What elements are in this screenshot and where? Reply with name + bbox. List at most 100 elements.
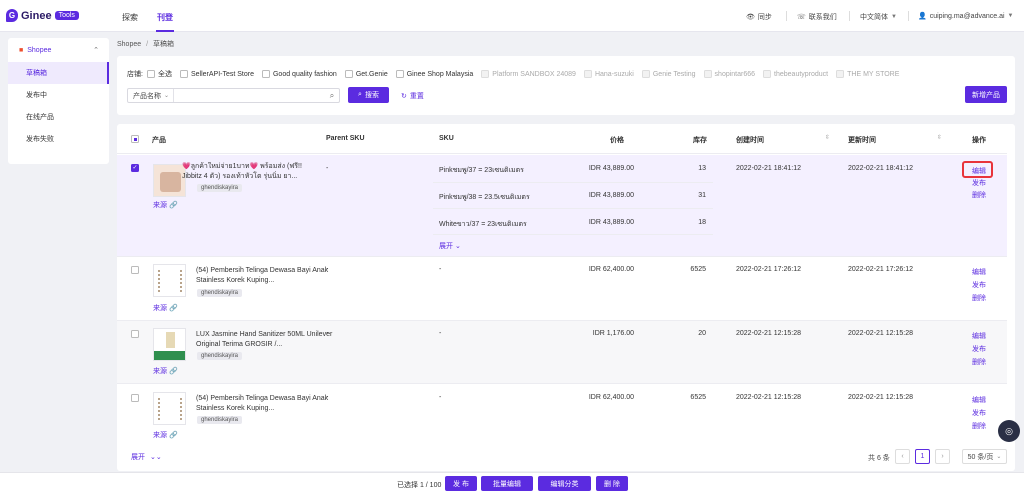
- publish-button[interactable]: 发布: [972, 346, 986, 353]
- source-link[interactable]: 来源 🔗: [153, 200, 178, 210]
- sort-icon[interactable]: ⇳: [937, 135, 943, 141]
- source-link[interactable]: 来源 🔗: [153, 430, 178, 440]
- select-all-rows-checkbox[interactable]: [131, 135, 139, 143]
- product-title[interactable]: 💗ลูกค้าใหม่จ่าย1บาท💗 พร้อมส่ง (ฟรี!! Jib…: [182, 163, 302, 180]
- variant-divider: [433, 208, 713, 209]
- nav-publish[interactable]: 刊登: [157, 13, 173, 22]
- table-row[interactable]: [117, 321, 1007, 383]
- search-type-select[interactable]: 产品名称 ⌄: [128, 89, 174, 102]
- source-link[interactable]: 来源 🔗: [153, 303, 178, 313]
- chevron-down-icon: ⌄: [164, 93, 170, 99]
- expand-all-link[interactable]: 展开 ⌄⌄: [131, 452, 162, 462]
- search-icon[interactable]: ⌕: [329, 90, 335, 100]
- column-header-stock: 库存: [693, 137, 707, 144]
- sort-icon[interactable]: ⇳: [825, 135, 831, 141]
- edit-button[interactable]: 编辑: [972, 333, 986, 340]
- variant-stock: 18: [698, 219, 706, 226]
- delete-button[interactable]: 删除: [972, 423, 986, 430]
- product-title[interactable]: (54) Pembersih Telinga Dewasa Bayi Anak …: [196, 267, 329, 284]
- sync-button[interactable]: 👁 同步: [746, 12, 772, 22]
- row-checkbox[interactable]: [131, 330, 139, 338]
- link-icon: 🔗: [169, 305, 178, 312]
- product-thumbnail[interactable]: [153, 164, 186, 197]
- row-checkbox[interactable]: [131, 394, 139, 402]
- edit-category-button[interactable]: 编辑分类: [538, 476, 591, 491]
- publish-button[interactable]: 发布: [972, 180, 986, 187]
- sku-value: -: [439, 330, 442, 337]
- row-divider: [117, 383, 1007, 384]
- publish-button[interactable]: 发布: [972, 410, 986, 417]
- reset-label: 重置: [409, 93, 424, 100]
- column-header-updated: 更新时间: [848, 137, 876, 144]
- search-input[interactable]: [174, 89, 325, 102]
- variant-divider: [433, 182, 713, 183]
- reset-button[interactable]: ↻ 重置: [401, 91, 424, 101]
- store-option[interactable]: Good quality fashion: [261, 70, 337, 78]
- product-thumbnail[interactable]: [153, 264, 186, 297]
- prev-page-button[interactable]: ‹: [895, 449, 910, 464]
- store-option[interactable]: SellerAPI-Test Store: [179, 70, 254, 78]
- delete-button[interactable]: 删除: [972, 295, 986, 302]
- variant-stock: 13: [698, 165, 706, 172]
- sidebar-platform-header[interactable]: ■ Shopee ⌃: [8, 38, 109, 62]
- store-tag: ghendiskayira: [197, 352, 243, 360]
- next-page-button[interactable]: ›: [935, 449, 950, 464]
- delete-button[interactable]: 删除: [972, 359, 986, 366]
- row-checkbox[interactable]: [131, 266, 139, 274]
- checkbox-icon: [641, 70, 650, 78]
- store-option-disabled: thebeautyproduct: [763, 70, 828, 78]
- store-name: Ginee Shop Malaysia: [406, 70, 474, 78]
- sidebar-item-failed[interactable]: 发布失败: [8, 128, 109, 150]
- contact-label: 联系我们: [808, 14, 837, 21]
- product-title[interactable]: LUX Jasmine Hand Sanitizer 50ML Unilever…: [196, 331, 333, 348]
- header-divider: [117, 153, 1007, 154]
- select-all-checkbox[interactable]: 全选: [146, 69, 172, 79]
- page-number-button[interactable]: 1: [915, 449, 930, 464]
- language-select[interactable]: 中文简体 ▼: [860, 12, 897, 22]
- sidebar-item-online-products[interactable]: 在线产品: [8, 106, 109, 128]
- expand-variants-link[interactable]: 展开 ⌄: [439, 241, 461, 251]
- headset-icon: ◎: [1005, 425, 1013, 436]
- sidebar-item-drafts[interactable]: 草稿箱: [8, 62, 109, 84]
- checkbox-icon: [179, 70, 188, 78]
- store-name: SellerAPI-Test Store: [190, 70, 254, 78]
- source-link[interactable]: 来源 🔗: [153, 366, 178, 376]
- store-option[interactable]: Get.Genie: [344, 70, 388, 78]
- chevron-down-icon: ▼: [1007, 13, 1014, 19]
- user-menu[interactable]: 👤 cuiping.ma@advance.ai ▼: [918, 12, 1014, 21]
- store-option-disabled: Platform SANDBOX 24089: [481, 70, 576, 78]
- page-size-select[interactable]: 50 条/页 ⌄: [962, 449, 1007, 464]
- store-name: Genie Testing: [652, 70, 696, 78]
- sync-eye-icon: 👁: [746, 14, 755, 21]
- bulk-delete-button[interactable]: 删 除: [596, 476, 628, 491]
- contact-button[interactable]: ☏ 联系我们: [797, 12, 837, 22]
- sku-value: -: [439, 394, 442, 401]
- edit-button[interactable]: 编辑: [972, 168, 986, 175]
- help-chat-button[interactable]: ◎: [998, 420, 1020, 442]
- row-divider: [117, 256, 1007, 257]
- search-button[interactable]: ⌕ 搜索: [348, 87, 389, 103]
- edit-button[interactable]: 编辑: [972, 269, 986, 276]
- product-thumbnail[interactable]: [153, 392, 186, 425]
- row-checkbox[interactable]: ✓: [131, 164, 139, 172]
- source-label: 来源: [153, 368, 167, 375]
- bulk-publish-button[interactable]: 发 布: [445, 476, 477, 491]
- parent-sku-value: -: [326, 165, 329, 172]
- table-row-selected[interactable]: [117, 155, 1007, 256]
- chevron-down-icon: ▼: [891, 14, 897, 20]
- sidebar-item-publishing[interactable]: 发布中: [8, 84, 109, 106]
- product-thumbnail[interactable]: [153, 328, 186, 361]
- edit-button[interactable]: 编辑: [972, 397, 986, 404]
- nav-explore[interactable]: 探索: [122, 13, 138, 22]
- add-product-button[interactable]: 新增产品: [965, 86, 1007, 103]
- app-logo[interactable]: G Ginee Tools: [6, 9, 79, 22]
- publish-button[interactable]: 发布: [972, 282, 986, 289]
- delete-button[interactable]: 删除: [972, 192, 986, 199]
- parent-sku-value: -: [326, 394, 329, 401]
- breadcrumb-root[interactable]: Shopee: [117, 41, 142, 48]
- variant-sku: Pinkชมพู/37 = 23เซนติเมตร: [439, 167, 524, 174]
- store-option[interactable]: Ginee Shop Malaysia: [395, 70, 474, 78]
- product-title[interactable]: (54) Pembersih Telinga Dewasa Bayi Anak …: [196, 395, 329, 412]
- bulk-edit-button[interactable]: 批量编辑: [481, 476, 533, 491]
- chevron-down-icon: ⌄: [454, 243, 461, 250]
